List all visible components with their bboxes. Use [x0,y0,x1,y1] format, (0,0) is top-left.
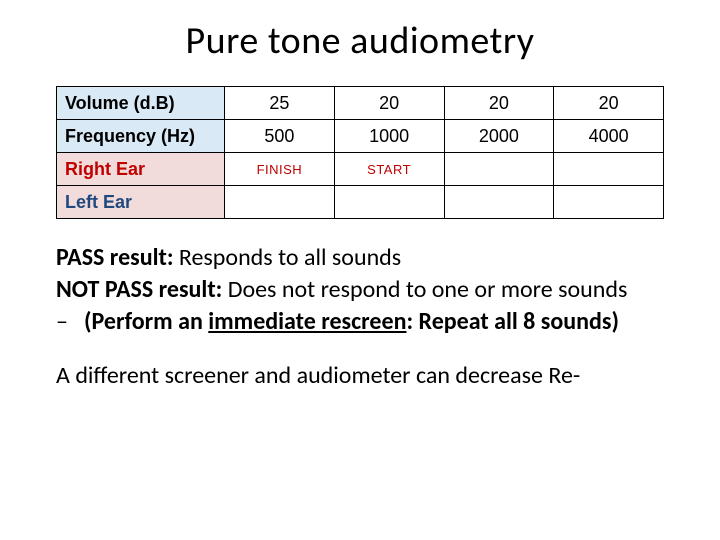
row-label-frequency: Frequency (Hz) [57,120,225,153]
audiometry-table-container: Volume (d.B) 25 20 20 20 Frequency (Hz) … [56,86,664,219]
cell-volume-1: 20 [334,87,444,120]
cell-freq-0: 500 [225,120,335,153]
notpass-text: Does not respond to one or more sounds [222,275,627,304]
table-row-volume: Volume (d.B) 25 20 20 20 [57,87,664,120]
cell-volume-2: 20 [444,87,554,120]
cell-right-ear-3 [554,153,664,186]
footer-line: A different screener and audiometer can … [56,361,664,391]
row-label-volume: Volume (d.B) [57,87,225,120]
audiometry-table: Volume (d.B) 25 20 20 20 Frequency (Hz) … [56,86,664,219]
pass-label: PASS result: [56,243,173,272]
cell-left-ear-2 [444,186,554,219]
cell-left-ear-3 [554,186,664,219]
row-label-right-ear: Right Ear [57,153,225,186]
cell-freq-2: 2000 [444,120,554,153]
bullet-row: – (Perform an immediate rescreen: Repeat… [56,307,664,337]
notpass-label: NOT PASS result: [56,275,222,304]
pass-line: PASS result: Responds to all sounds [56,243,664,273]
body-text: PASS result: Responds to all sounds NOT … [56,243,664,391]
cell-left-ear-1 [334,186,444,219]
table-row-left-ear: Left Ear [57,186,664,219]
bullet-underline: immediate rescreen [208,307,406,336]
cell-volume-3: 20 [554,87,664,120]
cell-left-ear-0 [225,186,335,219]
pass-text: Responds to all sounds [173,243,401,272]
cell-right-ear-0: FINISH [225,153,335,186]
bullet-content: (Perform an immediate rescreen: Repeat a… [84,307,664,337]
table-row-frequency: Frequency (Hz) 500 1000 2000 4000 [57,120,664,153]
notpass-line: NOT PASS result: Does not respond to one… [56,275,664,305]
cell-volume-0: 25 [225,87,335,120]
slide-title: Pure tone audiometry [0,0,720,64]
cell-right-ear-1: START [334,153,444,186]
table-row-right-ear: Right Ear FINISH START [57,153,664,186]
bullet-tail: : Repeat all 8 sounds) [406,307,618,336]
cell-right-ear-2 [444,153,554,186]
spacer [56,337,664,361]
cell-freq-1: 1000 [334,120,444,153]
row-label-left-ear: Left Ear [57,186,225,219]
bullet-dash: – [56,307,84,337]
slide: Pure tone audiometry Volume (d.B) 25 20 … [0,0,720,540]
cell-freq-3: 4000 [554,120,664,153]
bullet-lead: (Perform an [84,307,208,336]
